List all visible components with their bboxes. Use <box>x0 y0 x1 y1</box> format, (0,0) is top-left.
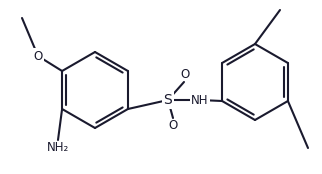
Text: O: O <box>33 49 43 62</box>
Text: NH₂: NH₂ <box>47 141 69 154</box>
Text: NH: NH <box>191 93 209 106</box>
Text: O: O <box>180 68 190 81</box>
Text: S: S <box>164 93 172 107</box>
Text: O: O <box>168 119 178 132</box>
